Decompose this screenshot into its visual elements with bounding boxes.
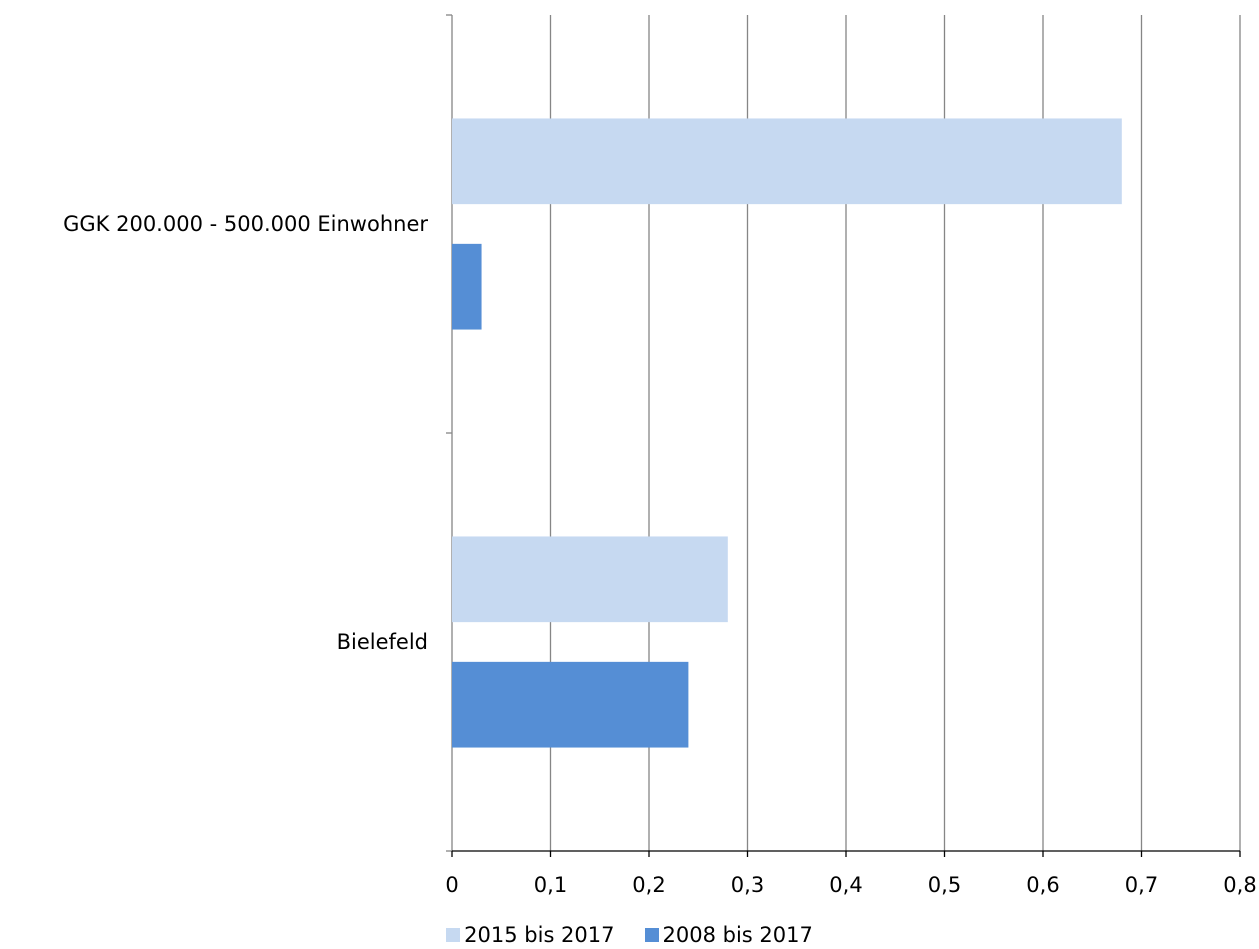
x-tick-label-6: 0,6: [1026, 873, 1059, 897]
x-tick-label-0: 0: [445, 873, 458, 897]
bar-1-series-2: [452, 661, 689, 748]
legend-item-series-1: 2015 bis 2017: [446, 923, 615, 947]
category-label-0: GGK 200.000 - 500.000 Einwohner: [63, 212, 428, 236]
category-label-1: Bielefeld: [337, 630, 428, 654]
x-tick-label-8: 0,8: [1223, 873, 1256, 897]
bar-0-series-2: [452, 243, 482, 330]
legend-swatch-series-2: [644, 928, 659, 942]
x-tick-label-7: 0,7: [1125, 873, 1158, 897]
legend-swatch-series-1: [446, 928, 461, 942]
x-tick-label-4: 0,4: [829, 873, 862, 897]
x-tick-label-5: 0,5: [928, 873, 961, 897]
x-tick-label-1: 0,1: [534, 873, 567, 897]
legend-item-series-2: 2008 bis 2017: [644, 923, 813, 947]
x-tick-label-2: 0,2: [632, 873, 665, 897]
legend-label-series-2: 2008 bis 2017: [662, 923, 813, 947]
legend-label-series-1: 2015 bis 2017: [464, 923, 615, 947]
legend: 2015 bis 2017 2008 bis 2017: [0, 922, 1259, 948]
x-tick-label-3: 0,3: [731, 873, 764, 897]
bar-1-series-1: [452, 536, 728, 623]
bar-0-series-1: [452, 118, 1122, 205]
